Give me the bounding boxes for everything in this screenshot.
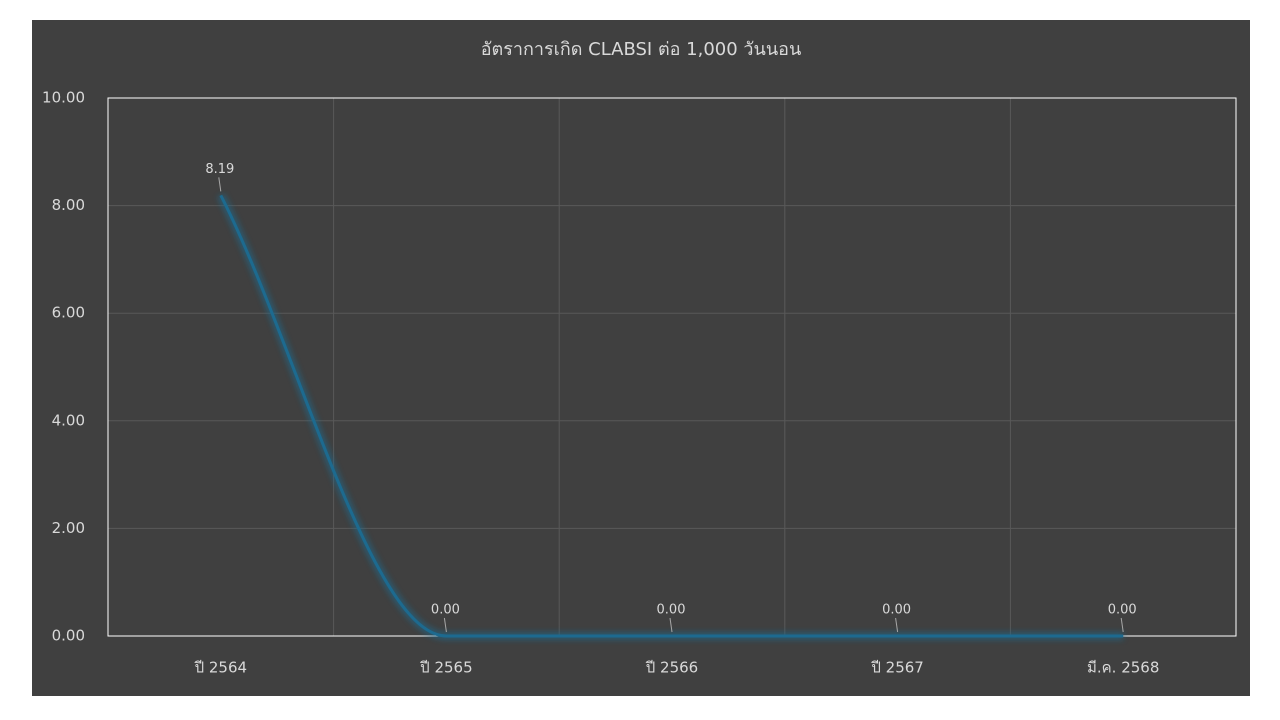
x-tick-label: ปี 2566 [645, 659, 698, 677]
leader-line [218, 177, 222, 192]
y-tick-label: 6.00 [52, 304, 85, 322]
y-tick-label: 0.00 [52, 627, 85, 645]
y-tick-label: 4.00 [52, 411, 85, 429]
data-label: 0.00 [431, 603, 460, 618]
leader-line [895, 617, 899, 633]
x-tick-label: ปี 2565 [419, 659, 472, 677]
y-tick-label: 8.00 [52, 196, 85, 214]
chart-background [32, 20, 1250, 696]
leader-line [1120, 617, 1124, 633]
line [219, 194, 1124, 638]
chart-title: อัตราการเกิด CLABSI ต่อ 1,000 วันนอน [481, 39, 802, 60]
y-tick-label: 2.00 [52, 519, 85, 537]
data-label: 0.00 [1108, 603, 1137, 618]
y-tick-label: 10.00 [42, 89, 85, 107]
x-tick-label: ปี 2564 [194, 659, 247, 677]
data-label: 8.19 [205, 162, 234, 177]
x-tick-label: ปี 2567 [870, 659, 923, 677]
data-label: 0.00 [657, 603, 686, 618]
leader-line [443, 617, 447, 633]
data-label: 0.00 [882, 603, 911, 618]
leader-line [669, 617, 673, 633]
x-tick-label: มี.ค. 2568 [1087, 659, 1159, 677]
